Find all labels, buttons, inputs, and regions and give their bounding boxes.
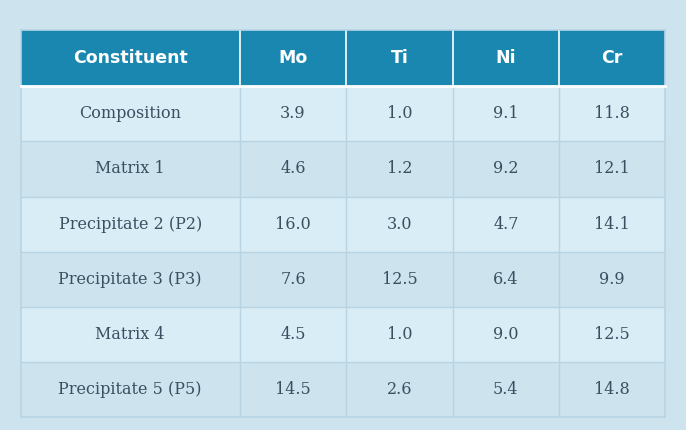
Text: 9.9: 9.9 [600,271,625,288]
Text: 9.2: 9.2 [493,160,519,178]
Bar [559,30,665,86]
Text: Ti: Ti [390,49,408,67]
Text: 2.6: 2.6 [387,381,412,398]
Bar [346,30,453,86]
Text: 14.8: 14.8 [594,381,630,398]
Text: 4.5: 4.5 [281,326,306,343]
Bar [21,362,665,417]
Text: 14.1: 14.1 [594,215,630,233]
Text: Precipitate 2 (P2): Precipitate 2 (P2) [58,215,202,233]
Text: Mo: Mo [279,49,307,67]
Text: 9.1: 9.1 [493,105,519,122]
Text: Ni: Ni [495,49,516,67]
Bar [21,30,240,86]
Text: 12.5: 12.5 [594,326,630,343]
Text: 1.0: 1.0 [387,326,412,343]
Text: 7.6: 7.6 [280,271,306,288]
Text: Constituent: Constituent [73,49,187,67]
Text: Precipitate 3 (P3): Precipitate 3 (P3) [58,271,202,288]
Bar [21,86,665,141]
Text: 1.0: 1.0 [387,105,412,122]
Bar [21,197,665,252]
Text: 16.0: 16.0 [275,215,311,233]
Text: 14.5: 14.5 [275,381,311,398]
Text: Cr: Cr [602,49,623,67]
Text: 1.2: 1.2 [387,160,412,178]
Bar [240,30,346,86]
Bar [453,30,559,86]
Text: 12.5: 12.5 [381,271,417,288]
Bar [21,141,665,197]
Text: 5.4: 5.4 [493,381,519,398]
Text: 11.8: 11.8 [594,105,630,122]
Text: 12.1: 12.1 [594,160,630,178]
Text: 4.7: 4.7 [493,215,519,233]
Text: 9.0: 9.0 [493,326,519,343]
Bar [21,307,665,362]
Text: Matrix 4: Matrix 4 [95,326,165,343]
Text: 3.9: 3.9 [280,105,306,122]
Text: 3.0: 3.0 [387,215,412,233]
Text: Composition: Composition [79,105,181,122]
Bar [21,252,665,307]
Text: 6.4: 6.4 [493,271,519,288]
Text: Precipitate 5 (P5): Precipitate 5 (P5) [58,381,202,398]
Text: Matrix 1: Matrix 1 [95,160,165,178]
Text: 4.6: 4.6 [281,160,306,178]
